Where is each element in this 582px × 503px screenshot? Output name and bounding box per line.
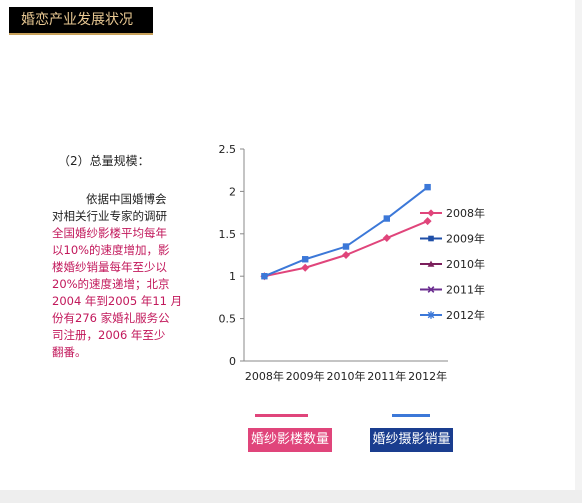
legend-marker <box>427 286 435 293</box>
y-tick-label: 1 <box>229 270 236 283</box>
key-line <box>255 414 308 417</box>
key-label-box: 婚纱摄影销量 <box>370 428 453 452</box>
legend-marker <box>428 235 434 242</box>
data-point <box>382 234 391 243</box>
x-tick-label: 2011年 <box>367 369 406 383</box>
legend-label: 2012年 <box>446 308 485 322</box>
paragraph-line: 楼婚纱销量每年至少以 <box>52 260 167 274</box>
y-tick-label: 2 <box>229 185 236 198</box>
paragraph-line: 司注册，2006 年至少 <box>52 328 166 342</box>
legend-marker <box>427 260 435 267</box>
y-tick-label: 0 <box>229 355 236 368</box>
data-point <box>383 215 390 222</box>
data-point <box>424 183 431 191</box>
x-tick-label: 2009年 <box>286 369 325 383</box>
slide-title: 婚恋产业发展状况 <box>9 7 153 35</box>
x-tick-label: 2010年 <box>327 369 366 383</box>
legend-label: 2009年 <box>446 232 485 246</box>
x-tick-label: 2012年 <box>408 369 447 383</box>
data-point <box>423 217 432 226</box>
legend-label: 2010年 <box>446 257 485 271</box>
key-line <box>392 414 430 417</box>
paragraph-line: 份有276 家婚礼服务公 <box>52 311 170 325</box>
data-point <box>342 251 350 259</box>
y-tick-label: 0.5 <box>219 313 237 326</box>
paragraph-line: 对相关行业专家的调研 <box>52 209 167 223</box>
paragraph-line: 以10%的速度增加，影 <box>52 243 170 257</box>
section-label: （2）总量规模： <box>58 154 150 168</box>
data-point <box>261 273 268 280</box>
paragraph-line: 全国婚纱影楼平均每年 <box>52 226 167 240</box>
bottom-edge-band <box>0 490 582 503</box>
y-tick-label: 2.5 <box>219 143 237 156</box>
legend-marker <box>427 311 435 319</box>
paragraph-line: 2004 年到2005 年11 月 <box>52 294 183 308</box>
paragraph-line: 翻番。 <box>52 345 87 359</box>
y-tick-label: 1.5 <box>219 228 237 241</box>
data-point <box>301 263 310 272</box>
key-label-box: 婚纱影楼数量 <box>248 428 332 452</box>
legend-label: 2011年 <box>446 283 485 297</box>
data-point <box>342 243 350 250</box>
x-tick-label: 2008年 <box>245 369 284 383</box>
paragraph-line: 依据中国婚博会 <box>86 192 167 206</box>
paragraph-line: 20%的速度递增；北京 <box>52 277 170 291</box>
legend-label: 2008年 <box>446 206 485 220</box>
data-point <box>302 256 309 263</box>
right-edge-band <box>575 0 582 503</box>
legend-marker <box>427 209 435 217</box>
